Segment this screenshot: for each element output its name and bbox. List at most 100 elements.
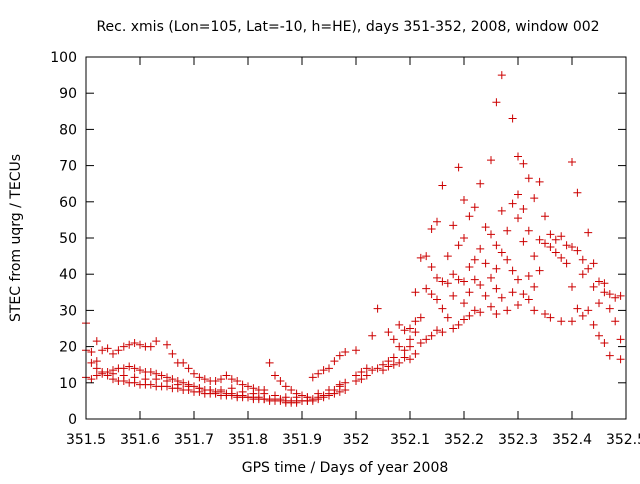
data-point xyxy=(562,259,571,268)
data-point xyxy=(114,346,123,355)
data-point xyxy=(546,313,555,322)
data-point xyxy=(146,342,155,351)
data-point xyxy=(427,262,436,271)
data-point xyxy=(373,364,382,373)
data-point xyxy=(92,371,101,380)
data-point xyxy=(589,320,598,329)
data-point xyxy=(449,291,458,300)
data-point xyxy=(492,264,501,273)
data-point xyxy=(476,244,485,253)
data-point xyxy=(325,386,333,395)
data-point xyxy=(541,212,549,221)
data-point xyxy=(530,282,539,291)
x-tick-label: 352.5 xyxy=(606,432,640,448)
data-point xyxy=(422,252,431,261)
x-tick-label: 352.4 xyxy=(552,432,592,448)
data-point xyxy=(400,326,409,335)
data-point xyxy=(130,373,139,382)
data-point xyxy=(600,288,609,297)
data-point xyxy=(119,371,128,380)
data-point xyxy=(443,252,452,261)
data-point xyxy=(611,293,620,302)
data-point xyxy=(227,375,236,384)
data-point xyxy=(546,243,555,252)
data-point xyxy=(152,375,161,384)
data-point xyxy=(460,195,468,204)
data-point xyxy=(438,328,447,337)
x-tick-label: 351.7 xyxy=(174,432,214,448)
data-point xyxy=(584,264,593,273)
y-tick-label: 50 xyxy=(59,231,77,247)
data-point xyxy=(130,364,139,373)
data-point xyxy=(411,317,420,326)
data-point xyxy=(87,348,96,357)
data-point xyxy=(341,378,350,387)
x-tick-label: 351.6 xyxy=(120,432,160,448)
data-point xyxy=(551,248,560,257)
data-point xyxy=(411,349,420,358)
data-point xyxy=(449,221,458,230)
x-tick-label: 352 xyxy=(343,432,370,448)
data-point xyxy=(573,304,582,313)
y-tick-label: 70 xyxy=(59,159,77,175)
data-point xyxy=(454,241,463,250)
data-point xyxy=(492,241,501,250)
data-point xyxy=(217,386,225,395)
data-point xyxy=(195,384,204,393)
data-point xyxy=(276,376,285,385)
data-point xyxy=(416,253,425,262)
data-point xyxy=(595,277,603,286)
data-point xyxy=(551,235,560,244)
data-point xyxy=(416,313,425,322)
data-point xyxy=(503,255,512,264)
data-point xyxy=(568,243,576,252)
data-point xyxy=(335,387,344,396)
data-point xyxy=(92,364,101,373)
data-point xyxy=(287,386,296,395)
data-point xyxy=(238,380,247,389)
data-point xyxy=(335,351,344,360)
data-point xyxy=(308,373,317,382)
data-point xyxy=(487,273,495,282)
data-point xyxy=(427,224,436,233)
data-point xyxy=(87,358,96,367)
y-tick-label: 100 xyxy=(50,50,77,66)
data-point xyxy=(595,299,603,308)
data-point xyxy=(244,382,252,391)
data-point xyxy=(438,277,447,286)
data-point xyxy=(357,367,366,376)
data-point xyxy=(524,226,533,235)
data-point xyxy=(362,371,371,380)
data-point xyxy=(465,212,474,221)
data-point xyxy=(384,362,393,371)
data-point xyxy=(352,346,360,355)
data-point xyxy=(476,281,485,290)
data-point xyxy=(330,389,339,398)
data-point xyxy=(503,306,512,315)
data-point xyxy=(395,358,404,367)
data-point xyxy=(319,393,328,402)
data-point xyxy=(492,98,501,107)
data-point xyxy=(465,288,474,297)
data-point xyxy=(492,284,501,293)
data-point xyxy=(190,369,198,378)
data-point xyxy=(514,300,522,309)
data-point xyxy=(573,188,582,197)
data-point xyxy=(92,337,101,346)
data-point xyxy=(443,313,452,322)
data-point xyxy=(141,375,150,384)
data-point xyxy=(476,179,485,188)
data-point xyxy=(470,306,479,315)
data-point xyxy=(325,364,333,373)
data-point xyxy=(281,382,290,391)
data-point xyxy=(454,163,463,172)
data-point xyxy=(605,304,614,313)
data-point xyxy=(524,272,533,281)
data-point xyxy=(497,206,506,215)
data-point xyxy=(476,308,485,317)
data-point xyxy=(492,310,501,319)
data-point xyxy=(503,226,512,235)
data-point xyxy=(535,235,544,244)
data-point xyxy=(568,157,576,166)
